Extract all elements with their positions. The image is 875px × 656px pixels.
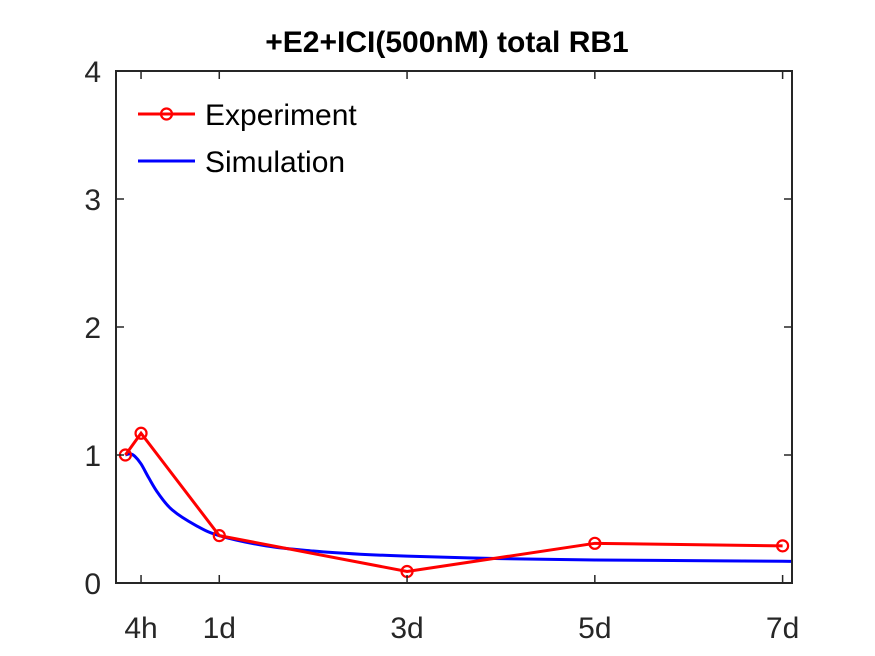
legend: Experiment Simulation xyxy=(138,99,357,179)
legend-label-experiment: Experiment xyxy=(205,99,357,132)
chart-title: +E2+ICI(500nM) total RB1 xyxy=(265,26,628,59)
y-tick-label: 0 xyxy=(84,568,101,601)
data-point-experiment xyxy=(588,536,602,550)
series-line-experiment xyxy=(124,430,783,574)
data-point-experiment xyxy=(776,539,790,553)
ticks-layer: 4h 1d 3d 5d 7d 0 1 2 3 4 xyxy=(84,56,799,645)
y-tick-label: 2 xyxy=(84,312,101,345)
x-tick-label: 1d xyxy=(203,612,236,645)
series-layer xyxy=(118,426,792,579)
series-clip-group xyxy=(124,430,792,574)
y-tick-label: 3 xyxy=(84,184,101,217)
x-tick-label: 5d xyxy=(578,612,611,645)
y-tick-label: 1 xyxy=(84,440,101,473)
y-tick-label: 4 xyxy=(84,56,101,89)
x-tick-label: 7d xyxy=(766,612,799,645)
data-point-experiment xyxy=(134,426,148,440)
data-point-experiment xyxy=(212,529,226,543)
x-tick-label: 3d xyxy=(390,612,423,645)
legend-marker-experiment xyxy=(159,107,174,121)
legend-label-simulation: Simulation xyxy=(205,146,345,179)
x-tick-label: 4h xyxy=(124,612,157,645)
